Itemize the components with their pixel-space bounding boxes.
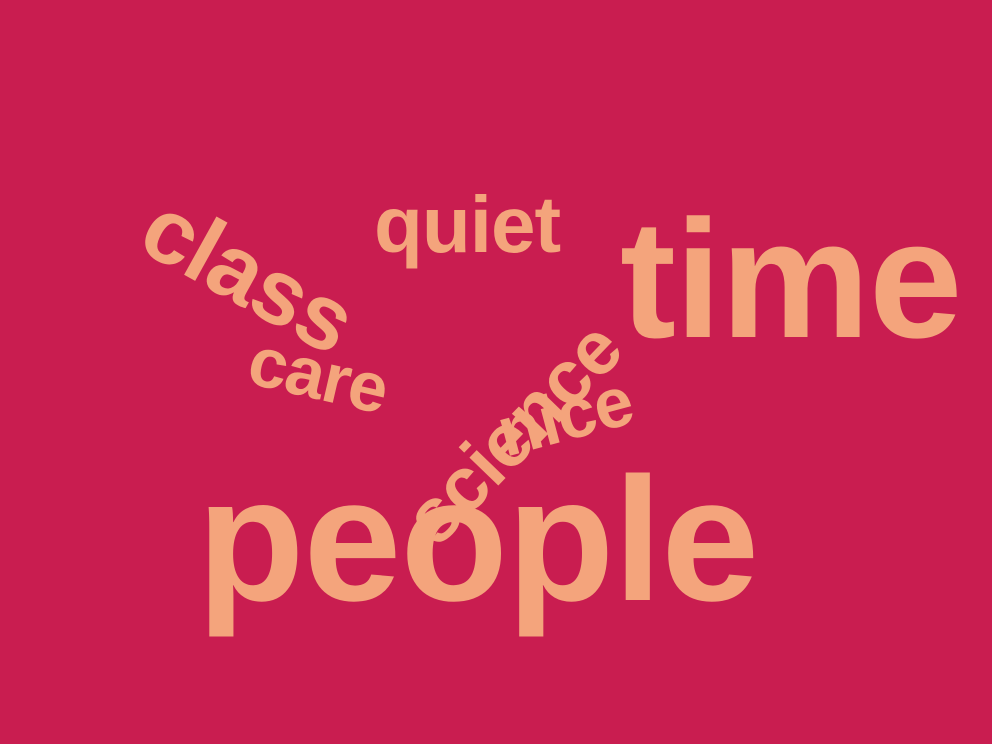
word-people: people	[197, 442, 759, 638]
word-care: care	[241, 321, 396, 429]
word-quiet: quiet	[374, 180, 561, 269]
word-time: time	[620, 185, 962, 373]
